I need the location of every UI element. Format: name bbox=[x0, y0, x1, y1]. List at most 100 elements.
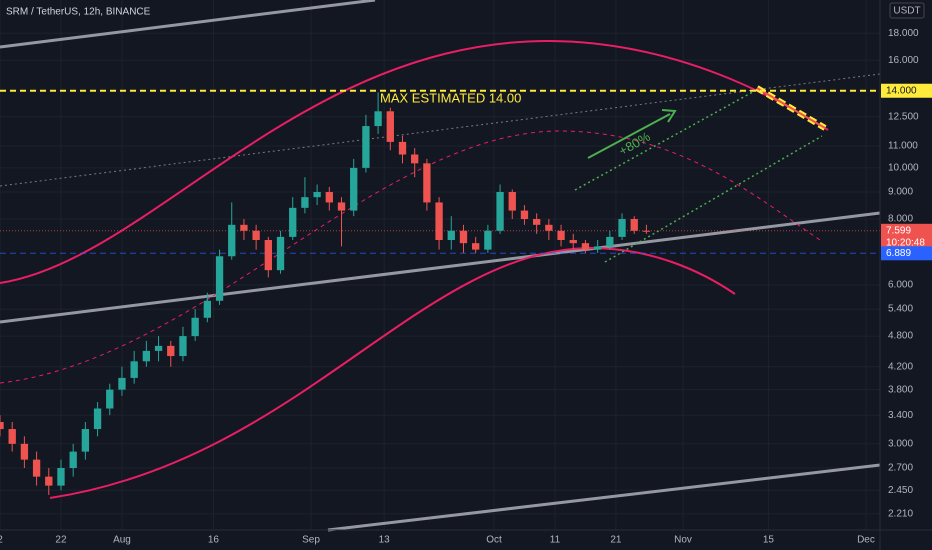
candle-body bbox=[118, 377, 126, 390]
y-tick-label: 5.400 bbox=[888, 304, 913, 315]
y-tick-label: 9.000 bbox=[888, 187, 913, 198]
candle-body bbox=[557, 230, 565, 241]
price-label-box bbox=[881, 83, 932, 98]
y-tick-label: 4.800 bbox=[888, 331, 913, 342]
candles bbox=[0, 92, 651, 495]
candle-body bbox=[191, 317, 199, 337]
candle-body bbox=[142, 350, 151, 362]
candle-body bbox=[313, 192, 321, 198]
x-tick-label: 21 bbox=[610, 535, 622, 546]
candle-body bbox=[533, 219, 541, 225]
candle-body bbox=[252, 230, 260, 241]
candle-body bbox=[398, 141, 407, 155]
price-lines bbox=[0, 89, 880, 254]
candle-body bbox=[472, 243, 480, 250]
arrow bbox=[587, 113, 671, 159]
currency: USDT bbox=[893, 6, 920, 17]
arc bbox=[49, 246, 736, 499]
candle-body bbox=[459, 230, 468, 244]
symbol-title: SRM / TetherUS, 12h, BINANCE bbox=[6, 7, 151, 18]
y-tick-label: 2.450 bbox=[888, 485, 913, 496]
candle-body bbox=[203, 300, 212, 318]
candle-body bbox=[289, 207, 297, 237]
y-tick-label: 11.000 bbox=[888, 141, 918, 152]
candle-body bbox=[179, 336, 187, 357]
x-tick-label: 22 bbox=[55, 535, 67, 546]
price-timer: 10:20:48 bbox=[886, 237, 925, 248]
candle-body bbox=[81, 429, 90, 452]
x-tick-label: 16 bbox=[208, 535, 220, 546]
candle-body bbox=[484, 230, 492, 250]
candle-body bbox=[325, 192, 333, 203]
price-label: 6.889 bbox=[886, 248, 911, 259]
candle-body bbox=[569, 240, 577, 244]
annotation: MAX ESTIMATED 14.00 bbox=[380, 90, 521, 105]
candle-body bbox=[8, 429, 16, 444]
price-label: 7.599 bbox=[886, 225, 911, 236]
arc bbox=[0, 39, 829, 284]
y-tick-label: 3.800 bbox=[888, 384, 913, 395]
drawings bbox=[0, 0, 881, 532]
candle-body bbox=[642, 230, 651, 232]
price-label-box bbox=[881, 223, 932, 250]
candle-body bbox=[618, 219, 626, 237]
currency-box bbox=[889, 2, 925, 19]
candle-body bbox=[20, 443, 29, 460]
y-tick-label: 3.400 bbox=[888, 410, 913, 421]
candle-body bbox=[154, 345, 163, 351]
y-tick-label: 12.500 bbox=[888, 111, 919, 122]
channel-line bbox=[0, 211, 881, 324]
projection-line bbox=[604, 135, 823, 263]
target-line bbox=[756, 87, 826, 129]
candle-body bbox=[447, 230, 455, 241]
candle-body bbox=[496, 192, 504, 231]
candle-body bbox=[276, 236, 285, 271]
x-tick-label: Sep bbox=[302, 535, 320, 546]
x-tick-label: Dec bbox=[857, 535, 875, 546]
candle-body bbox=[337, 202, 346, 211]
arc bbox=[0, 130, 821, 384]
y-tick-label: 6.000 bbox=[888, 280, 913, 291]
candle-body bbox=[545, 224, 553, 231]
candle-body bbox=[32, 459, 41, 477]
y-tick-label: 2.210 bbox=[888, 509, 913, 520]
candle-body bbox=[423, 163, 431, 203]
candle-body bbox=[240, 224, 248, 231]
x-tick-label: 2 bbox=[0, 535, 3, 546]
candle-body bbox=[350, 167, 358, 211]
channel-line bbox=[0, 0, 376, 49]
candle-body bbox=[520, 210, 529, 220]
candle-body bbox=[0, 421, 4, 430]
candle-body bbox=[106, 389, 114, 409]
candle-body bbox=[301, 197, 309, 208]
y-tick-label: 16.000 bbox=[888, 55, 919, 66]
price-label: 14.000 bbox=[886, 85, 917, 96]
candle-body bbox=[69, 451, 77, 468]
x-tick-label: 13 bbox=[379, 535, 391, 546]
candle-body bbox=[606, 236, 614, 247]
price-label-box bbox=[881, 246, 932, 261]
y-tick-label: 2.700 bbox=[888, 463, 913, 474]
x-tick-label: 11 bbox=[550, 535, 561, 546]
candle-body bbox=[57, 467, 65, 486]
y-tick-label: 4.200 bbox=[888, 361, 913, 372]
candle-body bbox=[362, 126, 370, 168]
y-tick-label: 3.000 bbox=[888, 438, 913, 449]
y-tick-label: 10.000 bbox=[888, 163, 919, 174]
candle-body bbox=[130, 361, 138, 378]
channel-line bbox=[327, 463, 881, 532]
candle-body bbox=[411, 154, 419, 164]
axes: 2.210 2.450 2.700 3.000 3.400 3.800 4.200 4.800… bbox=[0, 28, 932, 546]
x-tick-label: Nov bbox=[674, 535, 692, 546]
candle-body bbox=[508, 192, 516, 211]
candle-body bbox=[435, 202, 443, 241]
candle-body bbox=[228, 224, 236, 257]
candle-body bbox=[167, 345, 175, 357]
candle-body bbox=[630, 219, 638, 231]
y-tick-label: 8.000 bbox=[888, 214, 913, 225]
candle-body bbox=[45, 476, 53, 486]
candle-body bbox=[386, 111, 394, 142]
candle-body bbox=[581, 243, 590, 250]
candle-body bbox=[593, 246, 602, 250]
projection-line bbox=[574, 87, 761, 191]
